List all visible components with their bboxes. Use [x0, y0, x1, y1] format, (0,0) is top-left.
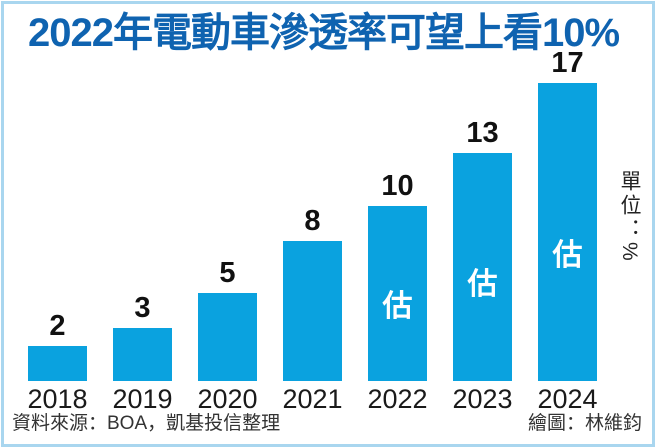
bar-value-label: 5 [219, 257, 236, 289]
credit-note: 繪圖：林維鈞 [527, 413, 642, 434]
bar [28, 346, 87, 381]
x-axis-label: 2020 [197, 384, 258, 414]
x-axis-label: 2019 [112, 384, 173, 414]
bar-value-label: 10 [381, 170, 414, 202]
bar [113, 328, 172, 381]
source-note: 資料來源：BOA，凱基投信整理 [12, 413, 281, 434]
estimate-mark: 估 [467, 268, 498, 301]
bar-value-label: 2 [49, 310, 66, 342]
bar: 估 [368, 206, 427, 381]
bar: 估 [538, 83, 597, 381]
estimate-mark: 估 [382, 290, 413, 323]
bar [283, 241, 342, 381]
bar-value-label: 8 [304, 205, 321, 237]
bar-value-label: 3 [134, 292, 151, 324]
bar-value-label: 13 [466, 117, 499, 149]
bar [198, 293, 257, 381]
unit-label: 單位：% [618, 170, 641, 264]
bar: 估 [453, 153, 512, 381]
estimate-mark: 估 [552, 239, 583, 272]
x-axis-label: 2022 [367, 384, 428, 414]
x-axis-label: 2024 [537, 384, 598, 414]
x-axis-label: 2021 [282, 384, 343, 414]
bar-value-label: 17 [551, 47, 584, 79]
x-axis-label: 2023 [452, 384, 513, 414]
x-axis-label: 2018 [27, 384, 88, 414]
chart-title: 2022年電動車滲透率可望上看10% [28, 11, 620, 55]
